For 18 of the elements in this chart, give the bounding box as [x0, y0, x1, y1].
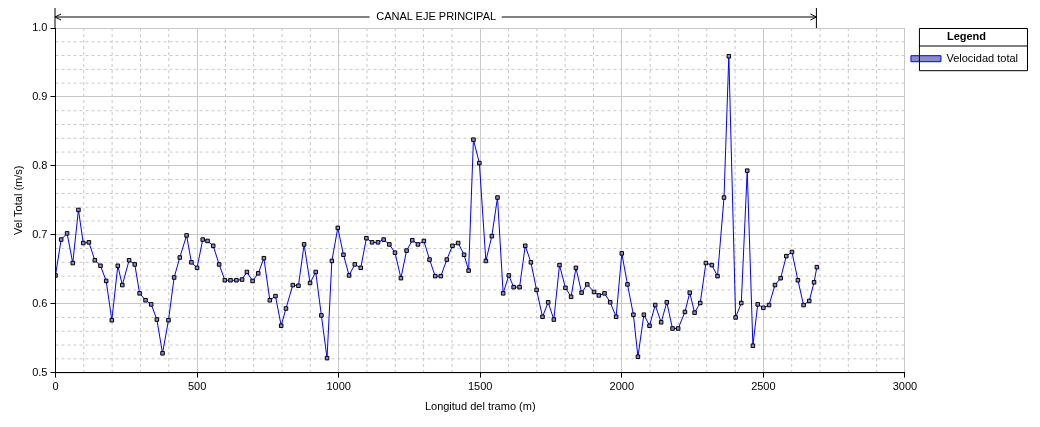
x-tick-label: 2000: [609, 380, 635, 393]
y-axis-title: Vel Total (m/s): [11, 165, 24, 236]
x-tick-label: 3000: [892, 380, 918, 393]
y-tick-label: 0.9: [32, 89, 48, 102]
legend-title: Legend: [946, 29, 987, 42]
x-tick-label: 2500: [751, 380, 776, 393]
y-tick-label: 1.0: [32, 21, 48, 34]
x-tick-label: 500: [187, 380, 207, 393]
text: CANAL EJE PRINCIPAL: [376, 10, 497, 23]
x-tick-label: 1500: [467, 380, 493, 393]
y-tick-label: 0.5: [32, 365, 48, 378]
y-tick-label: 0.6: [32, 296, 48, 309]
x-axis-title: Longitud del tramo (m): [424, 400, 536, 413]
y-tick-label: 0.8: [32, 158, 48, 171]
y-tick-label: 0.7: [32, 227, 48, 240]
x-tick-label: 1000: [326, 380, 351, 393]
x-tick-label: 0: [52, 380, 59, 393]
legend-label: Velocidad total: [946, 51, 1019, 64]
